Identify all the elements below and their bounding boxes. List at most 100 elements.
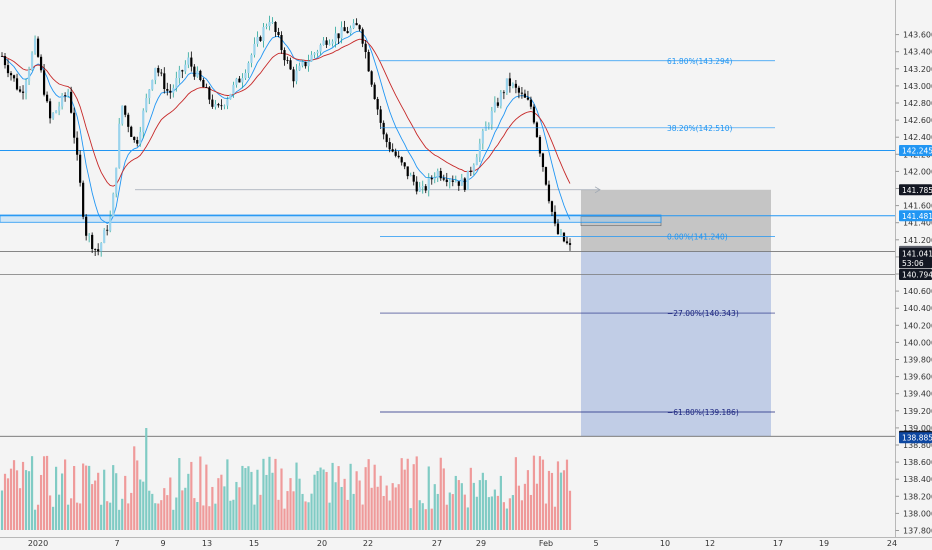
volume-bar xyxy=(367,459,370,530)
candle-body xyxy=(433,177,436,180)
volume-bar xyxy=(463,494,466,530)
candle-body xyxy=(397,155,400,158)
candle-body xyxy=(82,182,85,217)
candle-body xyxy=(118,123,121,168)
volume-bar xyxy=(355,471,358,530)
volume-bar xyxy=(133,446,136,530)
candle-body xyxy=(73,112,76,138)
volume-bar xyxy=(211,486,214,530)
candle-body xyxy=(535,122,539,137)
volume-bar xyxy=(343,478,346,530)
candle-body xyxy=(442,178,445,180)
volume-bar xyxy=(238,487,241,530)
candle-body xyxy=(226,99,229,106)
candle-body xyxy=(121,105,124,124)
candle-body xyxy=(478,143,481,158)
candle-body xyxy=(39,56,43,71)
volume-bar xyxy=(58,494,61,530)
price-axis-label: 138.400 xyxy=(903,475,932,484)
candle-body xyxy=(223,105,226,107)
candle-body xyxy=(550,201,554,212)
time-axis-label: 5 xyxy=(593,539,598,548)
volume-bar xyxy=(39,474,43,530)
candle-body xyxy=(313,53,316,55)
candle-body xyxy=(217,104,220,106)
candle-body xyxy=(496,102,499,106)
volume-bar xyxy=(352,493,355,530)
volume-bar xyxy=(568,490,572,530)
candle-body xyxy=(337,33,340,39)
candle-body xyxy=(400,157,403,163)
candle-body xyxy=(190,57,193,67)
volume-bar xyxy=(67,504,70,530)
volume-bar xyxy=(535,483,539,530)
candle-body xyxy=(283,50,286,61)
volume-bar xyxy=(346,499,349,530)
fib-level-label: 38.20%(142.510) xyxy=(667,124,733,133)
candle-body xyxy=(562,232,566,242)
volume-bar xyxy=(364,467,367,530)
volume-bar xyxy=(424,509,427,530)
candle-body xyxy=(352,23,355,29)
volume-bar xyxy=(565,459,569,530)
time-axis[interactable]: 2020 7 9 13 15 20 22 27 29 Feb 5 10 12 17 19 24 xyxy=(0,537,932,549)
candle-body xyxy=(556,223,560,234)
volume-bar xyxy=(499,475,502,530)
volume-bar xyxy=(217,478,220,530)
candle-body xyxy=(24,81,28,93)
candle-body xyxy=(193,66,196,77)
time-axis-label: Feb xyxy=(539,539,553,548)
candle-body xyxy=(469,170,472,172)
volume-bar xyxy=(33,509,37,530)
candle-body xyxy=(520,92,524,94)
candle-body xyxy=(27,69,31,82)
candle-body xyxy=(412,174,415,182)
volume-bar xyxy=(493,489,496,530)
candle-body xyxy=(18,89,22,92)
volume-bar xyxy=(379,475,382,530)
volume-bar xyxy=(175,497,178,530)
candle-body xyxy=(247,62,250,74)
price-axis-label: 142.800 xyxy=(903,99,932,108)
candle-body xyxy=(292,69,295,82)
candle-body xyxy=(220,105,223,107)
volume-bar xyxy=(271,472,274,530)
candle-body xyxy=(30,53,34,70)
volume-bar xyxy=(502,502,505,530)
volume-bar xyxy=(304,501,307,530)
volume-bar xyxy=(88,465,91,530)
candle-body xyxy=(391,149,394,152)
candle-body xyxy=(538,136,542,154)
volume-bar xyxy=(268,456,271,530)
volume-bar xyxy=(415,456,418,530)
candle-body xyxy=(568,243,572,245)
volume-bar xyxy=(421,503,424,530)
volume-bar xyxy=(18,488,22,530)
candle-body xyxy=(271,22,274,23)
candle-body xyxy=(481,130,484,144)
candle-body xyxy=(67,91,70,97)
volume-bar xyxy=(523,483,527,530)
candle-body xyxy=(184,64,187,72)
price-axis-label: 143.200 xyxy=(903,65,932,74)
candle-body xyxy=(370,71,373,85)
price-axis-label: 138.000 xyxy=(903,509,932,518)
volume-bar xyxy=(442,468,445,530)
candle-body xyxy=(91,234,94,250)
price-axis-label: 140.400 xyxy=(903,304,932,313)
price-tag-label: 141.785 xyxy=(902,186,932,195)
candle-body xyxy=(211,99,214,107)
candle-body xyxy=(45,94,49,102)
volume-bar xyxy=(526,470,530,530)
take-profit-zone xyxy=(581,251,771,437)
volume-bar xyxy=(121,498,124,530)
volume-bar xyxy=(436,493,439,530)
volume-bar xyxy=(409,508,412,530)
volume-bar xyxy=(475,496,478,530)
candle-body xyxy=(322,40,325,45)
volume-bar xyxy=(112,465,115,530)
volume-bar xyxy=(6,478,10,530)
volume-bar xyxy=(457,480,460,530)
